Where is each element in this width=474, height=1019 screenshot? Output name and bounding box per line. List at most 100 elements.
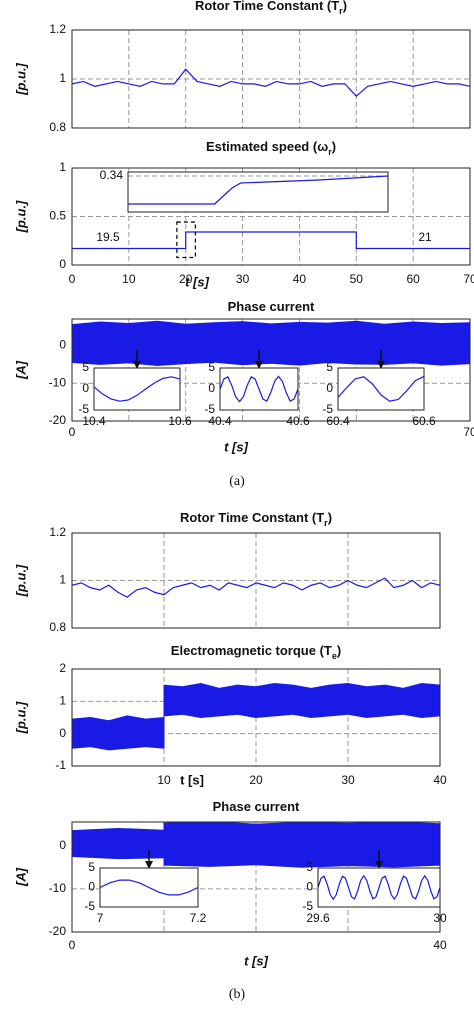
title-part: Phase current xyxy=(228,299,315,314)
arrow-head xyxy=(145,861,153,869)
x-tick-label: 40 xyxy=(433,773,447,787)
y-tick-label: 1 xyxy=(59,573,66,587)
inset-y-tick-label: 5 xyxy=(306,860,313,874)
x-tick-label: 20 xyxy=(249,773,263,787)
data-line xyxy=(317,874,441,901)
y-axis-label: [A] xyxy=(13,867,28,887)
data-line xyxy=(72,577,440,598)
y-tick-label: -20 xyxy=(49,413,67,427)
series-group xyxy=(72,577,440,598)
plot-frame xyxy=(71,318,471,422)
inset-y-tick-label: 5 xyxy=(326,360,333,374)
x-tick-label: 0 xyxy=(69,938,76,952)
series-group xyxy=(72,320,470,366)
caption: (b) xyxy=(229,987,246,1002)
panel-title: Estimated speed (ωr) xyxy=(206,139,336,157)
title-part: r xyxy=(324,518,328,528)
x-axis-label: t [s] xyxy=(180,772,204,787)
inset-y-tick-label: 0.34 xyxy=(100,168,124,182)
y-tick-label: 0 xyxy=(59,838,66,852)
inset-x-tick-label: 30 xyxy=(433,911,447,925)
y-axis-label: [p.u.] xyxy=(13,564,28,597)
inset-y-tick-label: 0 xyxy=(208,381,215,395)
data-line xyxy=(93,376,181,402)
title-part: Electromagnetic torque (T xyxy=(171,643,332,658)
y-axis-label: [p.u.] xyxy=(13,701,28,734)
inset-x-tick-label: 10.4 xyxy=(82,414,106,428)
x-axis-label: t [s] xyxy=(185,274,210,289)
title-part: ) xyxy=(343,0,347,13)
y-tick-label: 0 xyxy=(59,257,66,271)
x-tick-label: 0 xyxy=(69,425,76,439)
data-line xyxy=(72,231,470,250)
data-band xyxy=(72,822,440,868)
data-band xyxy=(72,320,470,366)
y-axis-label: [p.u.] xyxy=(13,62,28,95)
data-band xyxy=(72,683,440,751)
inset-frame xyxy=(127,171,389,213)
data-line xyxy=(219,375,299,403)
x-tick-label: 50 xyxy=(350,272,364,286)
plot-frame xyxy=(71,167,471,266)
inset-y-tick-label: 5 xyxy=(208,360,215,374)
title-part: ) xyxy=(337,643,341,658)
y-axis-label: [A] xyxy=(13,360,28,380)
inset-y-tick-label: 0 xyxy=(82,381,89,395)
y-tick-label: 2 xyxy=(59,661,66,675)
panel-title: Rotor Time Constant (Tr) xyxy=(180,510,332,528)
inset-x-tick-label: 19.5 xyxy=(96,230,120,244)
plot-frame xyxy=(71,532,441,629)
panel-title: Rotor Time Constant (Tr) xyxy=(195,0,347,16)
plot-frame xyxy=(71,668,441,767)
panel-title: Phase current xyxy=(228,299,315,314)
title-part: ) xyxy=(332,139,336,154)
y-tick-label: 1 xyxy=(59,71,66,85)
inset-frame xyxy=(93,367,181,411)
inset-frame xyxy=(317,867,441,908)
x-tick-label: 10 xyxy=(122,272,136,286)
series-group xyxy=(72,231,470,250)
inset-y-tick-label: 0 xyxy=(88,880,95,894)
inset-area xyxy=(338,368,424,410)
inset-x-tick-label: 60.4 xyxy=(326,414,350,428)
plot-frame xyxy=(71,29,471,129)
x-tick-label: 0 xyxy=(69,272,76,286)
y-tick-label: 1 xyxy=(59,160,66,174)
data-line xyxy=(72,68,470,97)
data-line xyxy=(99,879,199,896)
y-tick-label: 0 xyxy=(59,338,66,352)
x-tick-label: 40 xyxy=(433,938,447,952)
y-tick-label: -10 xyxy=(49,881,67,895)
title-part: ) xyxy=(328,510,332,525)
panel-title: Phase current xyxy=(213,799,300,814)
inset-y-tick-label: 5 xyxy=(88,860,95,874)
data-line xyxy=(337,375,425,402)
x-tick-label: 20 xyxy=(179,272,193,286)
title-part: Rotor Time Constant (T xyxy=(180,510,324,525)
y-tick-label: 0.8 xyxy=(49,120,66,134)
title-part: e xyxy=(332,651,337,661)
inset-x-tick-label: 60.6 xyxy=(412,414,436,428)
x-tick-label: 30 xyxy=(236,272,250,286)
y-tick-label: 0 xyxy=(59,726,66,740)
y-tick-label: 1 xyxy=(59,694,66,708)
arrow-head xyxy=(133,361,141,369)
y-tick-label: 0.5 xyxy=(49,209,66,223)
inset-x-tick-label: 40.6 xyxy=(286,414,310,428)
inset-y-tick-label: -5 xyxy=(302,899,313,913)
inset-y-tick-label: 5 xyxy=(82,360,89,374)
y-tick-label: 1.2 xyxy=(49,525,66,539)
inset-y-tick-label: -5 xyxy=(204,402,215,416)
y-axis-label: [p.u.] xyxy=(13,200,28,233)
arrow-head xyxy=(375,861,383,869)
x-tick-label: 60 xyxy=(406,272,420,286)
y-tick-label: -1 xyxy=(55,758,66,772)
inset-x-tick-label: 10.6 xyxy=(168,414,192,428)
inset-frame xyxy=(219,367,299,411)
inset-x-tick-label: 29.6 xyxy=(306,911,330,925)
inset-frame xyxy=(99,867,199,908)
zoom-region xyxy=(176,221,197,259)
caption: (a) xyxy=(229,474,245,489)
